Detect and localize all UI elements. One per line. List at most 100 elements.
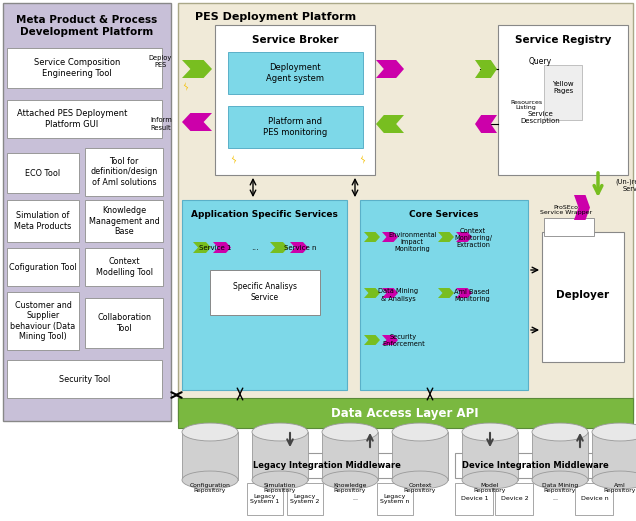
Text: Simulation
Repository: Simulation Repository <box>264 482 296 493</box>
Ellipse shape <box>322 423 378 441</box>
Text: Context
Monitoring/
Extraction: Context Monitoring/ Extraction <box>454 228 492 248</box>
Ellipse shape <box>532 423 588 441</box>
Polygon shape <box>182 113 212 131</box>
Text: Deployment
Agent system: Deployment Agent system <box>266 63 324 83</box>
Bar <box>592 432 636 480</box>
Polygon shape <box>376 60 404 78</box>
Bar <box>210 270 320 315</box>
Bar <box>544 65 582 120</box>
Bar <box>544 218 594 236</box>
Text: ProSEco
Service Wrapper: ProSEco Service Wrapper <box>540 205 592 215</box>
Bar <box>542 232 624 362</box>
Polygon shape <box>184 82 188 91</box>
Text: Collaboration
Tool: Collaboration Tool <box>97 313 151 333</box>
Text: Core Services: Core Services <box>409 210 479 219</box>
Bar <box>3 3 171 421</box>
Text: Knowledge
Management and
Base: Knowledge Management and Base <box>88 206 160 236</box>
Text: Deploy
PES: Deploy PES <box>149 55 172 68</box>
Polygon shape <box>193 242 211 253</box>
Polygon shape <box>438 288 454 298</box>
Ellipse shape <box>392 423 448 441</box>
Bar <box>392 432 448 480</box>
Bar <box>178 3 633 421</box>
Polygon shape <box>232 155 236 164</box>
Text: Device 2: Device 2 <box>501 497 529 502</box>
Polygon shape <box>475 60 497 78</box>
Bar <box>7 292 79 350</box>
Polygon shape <box>475 115 497 133</box>
Text: ...: ... <box>552 497 558 502</box>
Ellipse shape <box>532 471 588 489</box>
Polygon shape <box>270 242 288 253</box>
Text: Application Specific Services: Application Specific Services <box>191 210 338 219</box>
Bar <box>498 25 628 175</box>
Bar <box>228 106 363 148</box>
Bar <box>228 52 363 94</box>
Bar <box>252 432 308 480</box>
Text: Security
Enforcement: Security Enforcement <box>382 333 425 346</box>
Bar <box>247 483 283 515</box>
Ellipse shape <box>182 423 238 441</box>
Text: Inform
Result: Inform Result <box>150 118 172 130</box>
Text: Knowledge
Repository: Knowledge Repository <box>333 482 367 493</box>
Text: Data Mining
Repository: Data Mining Repository <box>542 482 578 493</box>
Text: Context
Repository: Context Repository <box>404 482 436 493</box>
Text: AmI
Repository: AmI Repository <box>604 482 636 493</box>
Bar <box>7 100 162 138</box>
Polygon shape <box>438 232 454 242</box>
Ellipse shape <box>592 423 636 441</box>
Polygon shape <box>456 288 472 298</box>
Text: PES Deployment Platform: PES Deployment Platform <box>195 12 356 22</box>
Bar <box>7 248 79 286</box>
Ellipse shape <box>592 471 636 489</box>
Bar <box>85 248 163 286</box>
Text: Environmental
Impact
Monitoring: Environmental Impact Monitoring <box>388 232 437 252</box>
Bar <box>7 200 79 242</box>
Text: Specific Analisys
Service: Specific Analisys Service <box>233 282 297 302</box>
Polygon shape <box>364 335 380 345</box>
Polygon shape <box>382 288 398 298</box>
Ellipse shape <box>252 423 308 441</box>
Text: Service n: Service n <box>284 245 316 251</box>
Bar <box>455 453 615 478</box>
Text: Device n: Device n <box>581 497 609 502</box>
Text: Customer and
Supplier
behaviour (Data
Mining Tool): Customer and Supplier behaviour (Data Mi… <box>10 301 76 341</box>
Text: Legacy
System n: Legacy System n <box>380 493 410 504</box>
Text: Service Broker: Service Broker <box>252 35 338 45</box>
Bar <box>85 148 163 196</box>
Text: Service Composition
Engineering Tool: Service Composition Engineering Tool <box>34 58 120 78</box>
Ellipse shape <box>392 471 448 489</box>
Text: Cofiguration Tool: Cofiguration Tool <box>9 263 77 271</box>
Text: (Un-)register
Services: (Un-)register Services <box>615 178 636 192</box>
Text: Data Mining
& Analisys: Data Mining & Analisys <box>378 289 418 302</box>
Polygon shape <box>213 242 231 253</box>
Text: Service
Description: Service Description <box>520 110 560 123</box>
Bar <box>575 483 613 515</box>
Text: ECO Tool: ECO Tool <box>25 168 60 178</box>
Polygon shape <box>290 242 308 253</box>
Text: Service Registry: Service Registry <box>515 35 611 45</box>
Polygon shape <box>574 195 590 220</box>
Bar <box>462 432 518 480</box>
Text: Attached PES Deployment
Platform GUI: Attached PES Deployment Platform GUI <box>17 109 127 129</box>
Text: Query: Query <box>529 57 551 67</box>
Bar <box>377 483 413 515</box>
Text: Device Integration Middleware: Device Integration Middleware <box>462 461 609 469</box>
Polygon shape <box>382 232 398 242</box>
Text: Simulation of
Meta Products: Simulation of Meta Products <box>15 212 72 231</box>
Ellipse shape <box>462 471 518 489</box>
Text: Yellow
Pages: Yellow Pages <box>552 81 574 94</box>
Text: Legacy Integration Middleware: Legacy Integration Middleware <box>253 461 401 469</box>
Bar <box>532 432 588 480</box>
Polygon shape <box>376 115 404 133</box>
Text: Legacy
System 1: Legacy System 1 <box>251 493 280 504</box>
Text: Device 1: Device 1 <box>461 497 488 502</box>
Polygon shape <box>182 60 212 78</box>
Ellipse shape <box>462 423 518 441</box>
Polygon shape <box>361 155 365 164</box>
Text: ...: ... <box>251 243 259 253</box>
Text: Legacy
System 2: Legacy System 2 <box>290 493 320 504</box>
Text: AmI Based
Monitoring: AmI Based Monitoring <box>454 289 490 302</box>
Bar <box>7 48 162 88</box>
Ellipse shape <box>322 471 378 489</box>
